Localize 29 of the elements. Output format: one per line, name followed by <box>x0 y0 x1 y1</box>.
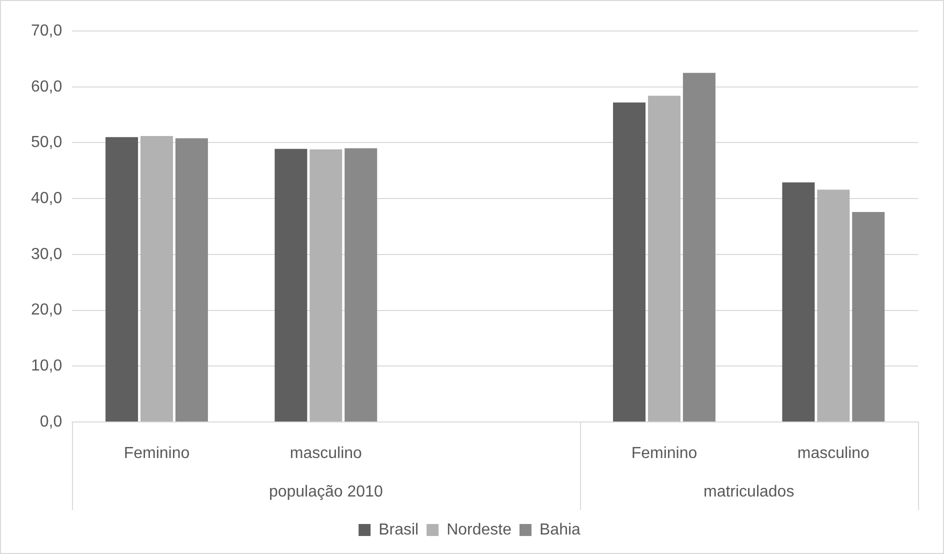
bar <box>782 182 815 422</box>
x-tick-label: masculino <box>797 445 870 462</box>
bar <box>682 72 716 422</box>
text: matriculados <box>703 483 794 500</box>
y-tick-label: 70,0 <box>31 22 62 40</box>
bar <box>817 190 850 422</box>
x-tick-label: Feminino <box>124 445 190 462</box>
y-tick-label: 30,0 <box>31 246 62 263</box>
bar <box>106 137 138 422</box>
bar <box>310 149 342 422</box>
bar <box>140 136 173 422</box>
legend-label: Brasil <box>378 521 419 538</box>
bar <box>648 96 680 422</box>
y-tick-label: 60,0 <box>31 78 62 96</box>
bar <box>852 212 885 422</box>
y-tick-label: 20,0 <box>31 302 62 319</box>
bar <box>274 148 308 422</box>
bar <box>613 102 646 422</box>
y-tick-label: 40,0 <box>31 190 62 207</box>
legend-label: Bahia <box>540 521 581 538</box>
y-tick-label: 10,0 <box>31 358 62 375</box>
bar <box>344 148 378 422</box>
y-tick-label: 0,0 <box>40 413 62 430</box>
y-tick-label: 50,0 <box>31 134 62 152</box>
legend-label: Nordeste <box>446 521 512 538</box>
x-tick-label: Feminino <box>631 445 698 462</box>
x-tick-label: masculino <box>290 445 362 462</box>
bar <box>175 138 208 422</box>
text: população 2010 <box>268 483 383 500</box>
